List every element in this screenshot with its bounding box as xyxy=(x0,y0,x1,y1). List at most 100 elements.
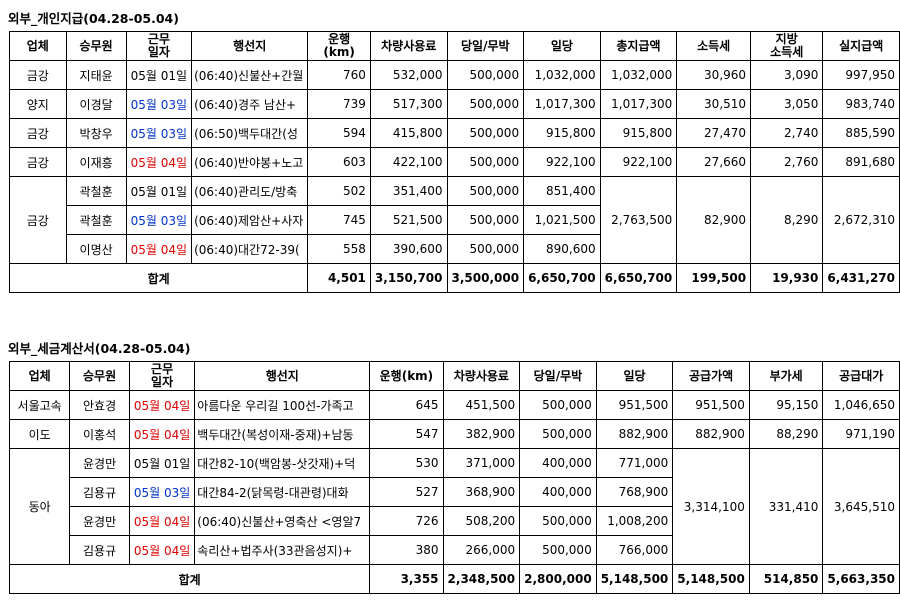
company-cell: 금강 xyxy=(9,147,67,177)
table-row: 금강 지태윤 05월 01일 (06:40)신불산+간월 760 532,000 500,0… xyxy=(9,60,900,90)
km-cell: 645 xyxy=(369,390,444,420)
column-header: 공급대가 xyxy=(822,361,900,391)
date-cell: 05월 04일 xyxy=(128,390,196,420)
fee-total: 2,348,500 xyxy=(442,564,521,594)
route-cell: 아름다운 우리길 100선-가족고 xyxy=(194,390,371,420)
column-header: 지방 소득세 xyxy=(750,31,824,61)
column-header: 총지급액 xyxy=(599,31,678,61)
fee-total: 3,150,700 xyxy=(369,263,448,293)
total-cell: 1,017,300 xyxy=(599,89,678,119)
crew-cell: 윤경만 xyxy=(69,448,130,478)
table-row: 김용규 05월 04일 속리산+법주사(33관음성지)+ 380 266,000 500,… xyxy=(10,535,900,565)
date-cell: 05월 04일 xyxy=(128,506,196,536)
column-header: 운행(km) xyxy=(307,31,371,61)
route-cell: (06:50)백두대간(성 xyxy=(191,118,309,148)
fee-cell: 382,900 xyxy=(442,419,521,449)
daily-pay-cell: 915,800 xyxy=(523,118,601,148)
supply-cell: 882,900 xyxy=(672,419,750,449)
route-cell: 백두대간(복성이재-중재)+남동 xyxy=(194,419,371,449)
totals-label: 합계 xyxy=(8,263,309,293)
column-header: 실지급액 xyxy=(822,31,900,61)
vat-cell: 331,410 xyxy=(748,448,824,565)
column-header: 승무원 xyxy=(69,361,130,391)
table-row: 동아 윤경만 05월 01일 대간82-10(백암봉-삿갓재)+덕 530 371,000… xyxy=(8,448,900,565)
local-tax-cell: 2,760 xyxy=(750,147,824,177)
company-cell: 금강 xyxy=(9,118,67,148)
daily-trip-cell: 500,000 xyxy=(446,234,525,264)
daily-pay-cell: 766,000 xyxy=(595,535,674,565)
tax-invoice-table: 업체 승무원 근무 일자 행선지 운행(km) 차량사용료 당일/무박 일당 공급가액 부가세 공급대… xyxy=(8,361,900,594)
date-cell: 05월 01일 xyxy=(128,448,196,478)
supply-total-cell: 1,046,650 xyxy=(822,390,900,420)
net-cell: 885,590 xyxy=(822,118,900,148)
km-cell: 502 xyxy=(307,176,371,206)
column-header: 승무원 xyxy=(65,31,127,61)
supply-total-sum: 5,663,350 xyxy=(822,564,900,594)
company-cell: 금강 xyxy=(9,60,67,90)
local-tax-cell: 3,090 xyxy=(750,60,824,90)
daily-trip-cell: 500,000 xyxy=(446,60,525,90)
date-cell: 05월 04일 xyxy=(128,535,196,565)
total-cell: 1,032,000 xyxy=(599,60,678,90)
company-cell: 양지 xyxy=(9,89,67,119)
crew-cell: 김용규 xyxy=(69,535,130,565)
daily-pay-cell: 768,900 xyxy=(595,477,674,507)
crew-cell: 곽철훈 xyxy=(65,205,127,235)
route-cell: (06:40)신불산+간월 xyxy=(191,60,309,90)
table-row: 서울고속 안효경 05월 04일 아름다운 우리길 100선-가족고 645 451,50… xyxy=(8,390,900,420)
table-row: 이명산 05월 04일 (06:40)대간72-39(558 390,600 500,0… xyxy=(10,234,900,264)
daily-trip-total: 2,800,000 xyxy=(519,564,597,594)
local-tax-cell: 2,740 xyxy=(750,118,824,148)
column-header: 근무 일자 xyxy=(125,31,193,61)
table-row: 곽철훈 05월 03일 (06:40)제암산+사자 745 521,500 500,000… xyxy=(10,205,900,235)
fee-cell: 371,000 xyxy=(442,448,521,478)
daily-pay-cell: 1,017,300 xyxy=(523,89,601,119)
daily-pay-cell: 1,032,000 xyxy=(523,60,601,90)
route-cell: (06:40)제암산+사자 xyxy=(191,205,309,235)
income-tax-cell: 30,960 xyxy=(676,60,752,90)
route-cell: (06:40)대간72-39( xyxy=(191,234,309,264)
income-tax-cell: 27,660 xyxy=(676,147,752,177)
km-cell: 558 xyxy=(307,234,371,264)
net-cell: 997,950 xyxy=(822,60,900,90)
crew-cell: 이재흥 xyxy=(65,147,127,177)
supply-total-cell: 971,190 xyxy=(822,419,900,449)
crew-cell: 이홍석 xyxy=(69,419,130,449)
company-cell: 동아 xyxy=(8,448,71,565)
column-header: 당일/무박 xyxy=(519,361,597,391)
table-row: 양지 이경달 05월 03일 (06:40)경주 남산+ 739 517,300 500,0… xyxy=(9,89,900,119)
net-cell: 891,680 xyxy=(822,147,900,177)
km-cell: 380 xyxy=(369,535,444,565)
daily-trip-cell: 500,000 xyxy=(519,390,597,420)
date-cell: 05월 01일 xyxy=(125,176,193,206)
column-header: 당일/무박 xyxy=(446,31,525,61)
route-cell: (06:40)반야봉+노고 xyxy=(191,147,309,177)
km-cell: 745 xyxy=(307,205,371,235)
local-tax-cell: 8,290 xyxy=(750,176,824,264)
crew-cell: 지태윤 xyxy=(65,60,127,90)
income-tax-cell: 82,900 xyxy=(676,176,752,264)
total-sum: 6,650,700 xyxy=(599,263,678,293)
km-cell: 547 xyxy=(369,419,444,449)
table-row: 금강 박창우 05월 03일 (06:50)백두대간(성 594 415,800 500,0… xyxy=(9,118,900,148)
km-cell: 726 xyxy=(369,506,444,536)
local-tax-cell: 3,050 xyxy=(750,89,824,119)
route-cell: 속리산+법주사(33관음성지)+ xyxy=(194,535,371,565)
column-header: 부가세 xyxy=(748,361,824,391)
section2-title: 외부_세금계산서(04.28-05.04) xyxy=(8,341,191,356)
crew-cell: 이명산 xyxy=(65,234,127,264)
daily-pay-cell: 951,500 xyxy=(595,390,674,420)
date-cell: 05월 01일 xyxy=(125,60,193,90)
daily-pay-total: 6,650,700 xyxy=(523,263,601,293)
table-row: 김용규 05월 03일 대간84-2(닭목령-대관령)대화 527 368,900 400… xyxy=(10,477,900,507)
daily-trip-cell: 500,000 xyxy=(519,506,597,536)
fee-cell: 415,800 xyxy=(369,118,448,148)
local-tax-total: 19,930 xyxy=(750,263,824,293)
totals-row: 합계 3,355 2,348,500 2,800,000 5,148,500 5,148,… xyxy=(8,564,900,594)
table-row: 윤경만 05월 04일 (06:40)신불산+영축산 <영알7 726 508,200 5… xyxy=(10,506,900,536)
km-cell: 594 xyxy=(307,118,371,148)
date-cell: 05월 03일 xyxy=(125,205,193,235)
daily-trip-cell: 400,000 xyxy=(519,477,597,507)
km-cell: 603 xyxy=(307,147,371,177)
route-cell: (06:40)신불산+영축산 <영알7 xyxy=(194,506,371,536)
